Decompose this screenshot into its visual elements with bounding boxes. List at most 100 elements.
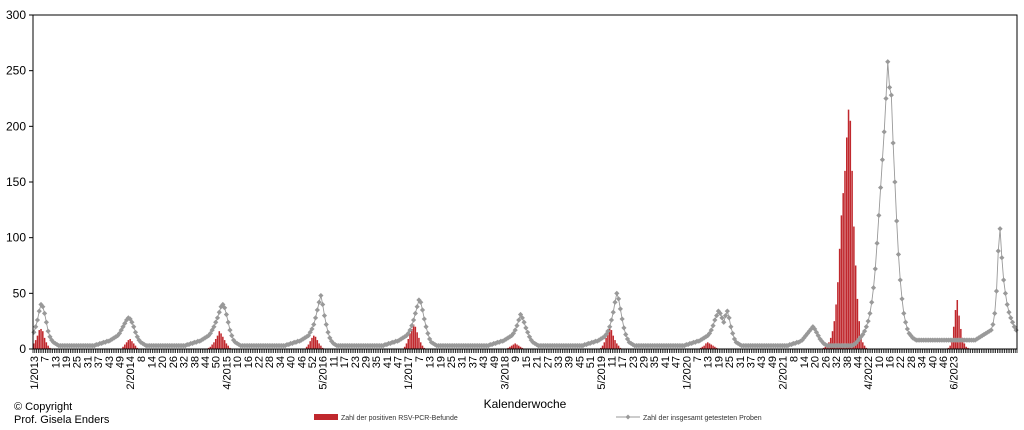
bar-positive	[416, 332, 418, 349]
bar-positive	[710, 344, 713, 349]
x-tick-label: 8	[136, 356, 148, 362]
y-tick-label: 300	[6, 8, 26, 22]
x-tick-label: 34	[917, 356, 929, 368]
point-tested	[200, 336, 206, 342]
point-tested	[52, 340, 58, 347]
point-tested	[856, 336, 862, 342]
point-tested	[867, 310, 873, 316]
point-tested	[516, 317, 522, 323]
bar-positive	[856, 298, 859, 349]
point-tested	[396, 337, 402, 343]
point-tested	[186, 341, 192, 348]
point-tested	[514, 323, 520, 329]
bar-positive	[963, 343, 966, 349]
bar-positive	[949, 345, 951, 349]
point-tested	[865, 318, 871, 324]
point-tested	[977, 334, 984, 340]
point-tested	[234, 340, 240, 347]
bar-positive	[824, 346, 827, 349]
point-tested	[1004, 301, 1010, 308]
legend-label-positive: Zahl der positiven RSV-PCR-Befunde	[341, 415, 458, 422]
point-tested	[209, 327, 215, 333]
point-tested	[610, 309, 616, 315]
point-tested	[714, 313, 720, 319]
bar-positive	[714, 346, 716, 349]
point-tested	[885, 59, 891, 65]
bar-positive	[316, 340, 319, 349]
copyright-note: © Copyright Prof. Gisela Enders	[14, 401, 109, 427]
point-tested	[323, 321, 329, 328]
x-tick-label: 32	[831, 356, 843, 368]
x-tick-label: 20	[157, 356, 169, 368]
x-axis-title: Kalenderwoche	[484, 397, 567, 411]
point-tested	[895, 251, 902, 257]
x-tick-label: 4/2015	[221, 356, 233, 390]
point-tested	[785, 343, 791, 349]
point-tested	[512, 327, 518, 333]
bar-positive	[951, 340, 953, 349]
x-tick-label: 7	[414, 356, 426, 362]
point-tested	[872, 266, 878, 272]
point-tested	[979, 333, 985, 339]
x-tick-label: 46	[938, 356, 950, 368]
bar-positive	[423, 347, 426, 349]
point-tested	[141, 341, 148, 348]
point-tested	[908, 333, 914, 339]
point-tested	[316, 299, 322, 305]
y-tick-label: 250	[6, 64, 26, 78]
point-tested	[888, 92, 894, 98]
point-tested	[122, 320, 128, 326]
bar-positive	[865, 347, 868, 349]
point-tested	[722, 313, 729, 319]
point-tested	[728, 324, 734, 330]
point-tested	[49, 337, 55, 343]
point-tested	[623, 331, 629, 338]
point-tested	[997, 226, 1003, 232]
point-tested	[810, 324, 816, 330]
point-tested	[507, 334, 513, 340]
x-tick-label: 32	[179, 356, 191, 368]
bar-positive	[854, 265, 857, 349]
point-tested	[140, 340, 146, 347]
x-tick-label: 35	[649, 356, 661, 368]
x-tick-label: 22	[254, 356, 266, 368]
bar-positive	[518, 345, 520, 349]
bar-positive	[229, 347, 231, 349]
point-tested	[312, 315, 319, 321]
point-tested	[230, 337, 237, 343]
bar-positive	[840, 215, 843, 349]
point-tested	[897, 277, 903, 283]
point-tested	[43, 319, 49, 325]
bar-positive	[320, 345, 322, 349]
point-tested	[286, 341, 292, 348]
point-tested	[523, 325, 529, 331]
bar-positive	[516, 344, 518, 349]
bar-positive	[49, 347, 51, 349]
point-tested	[403, 333, 410, 339]
y-tick-label: 0	[19, 342, 26, 356]
bar-positive	[216, 335, 219, 349]
point-tested	[1013, 327, 1019, 333]
point-tested	[1008, 315, 1014, 321]
bar-positive	[40, 328, 42, 349]
x-tick-label: 31	[82, 356, 94, 368]
point-tested	[813, 329, 820, 335]
bar-positive	[619, 347, 622, 349]
point-tested	[701, 335, 707, 341]
point-tested	[976, 335, 982, 341]
bar-positive	[844, 170, 846, 349]
bar-positive	[833, 321, 836, 349]
bar-positive	[958, 315, 960, 349]
point-tested	[899, 296, 905, 302]
point-tested	[601, 334, 607, 340]
x-tick-label: 5/2016	[318, 356, 330, 390]
point-tested	[225, 319, 231, 325]
bar-positive	[314, 336, 317, 349]
point-tested	[202, 335, 208, 341]
x-tick-label: 44	[852, 356, 864, 368]
point-tested	[1009, 319, 1016, 325]
x-tick-label: 50	[211, 356, 223, 368]
bar-positive	[311, 337, 313, 349]
x-tick-label: 38	[189, 356, 201, 368]
point-tested	[489, 341, 495, 348]
